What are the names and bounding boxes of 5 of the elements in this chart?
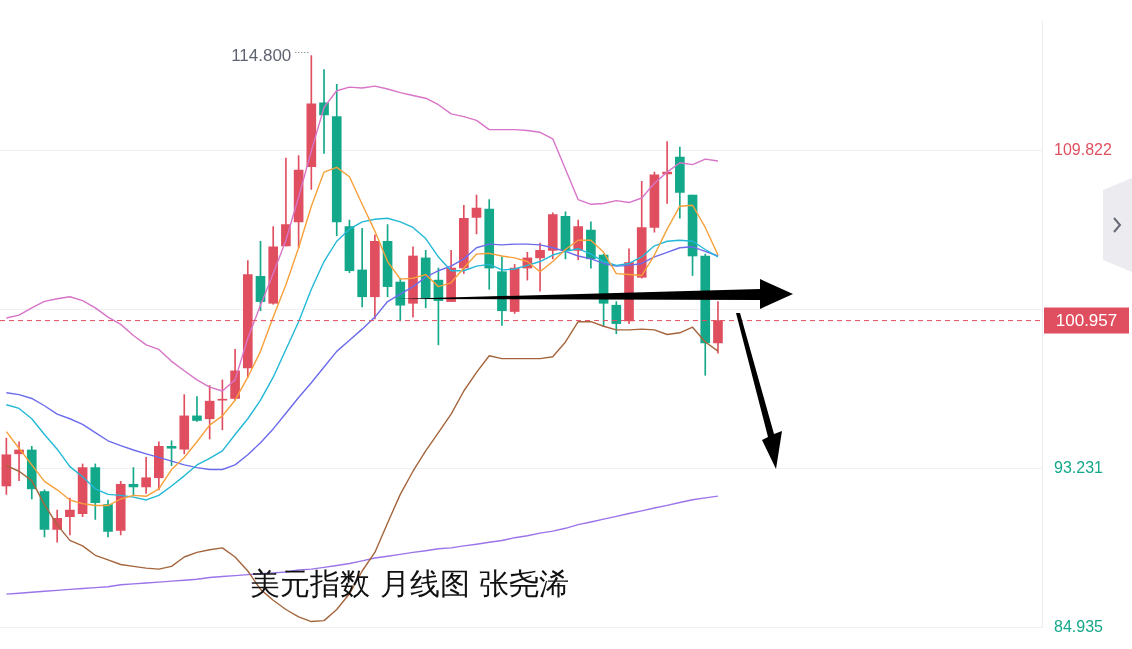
annotation: 114.800 bbox=[231, 46, 292, 66]
ref-line-label: 100.957 bbox=[1055, 311, 1118, 331]
y-tick-label: 84.935 bbox=[1054, 617, 1104, 635]
y-tick-label: 109.822 bbox=[1054, 141, 1112, 159]
y-tick-label: 93.231 bbox=[1054, 458, 1104, 476]
